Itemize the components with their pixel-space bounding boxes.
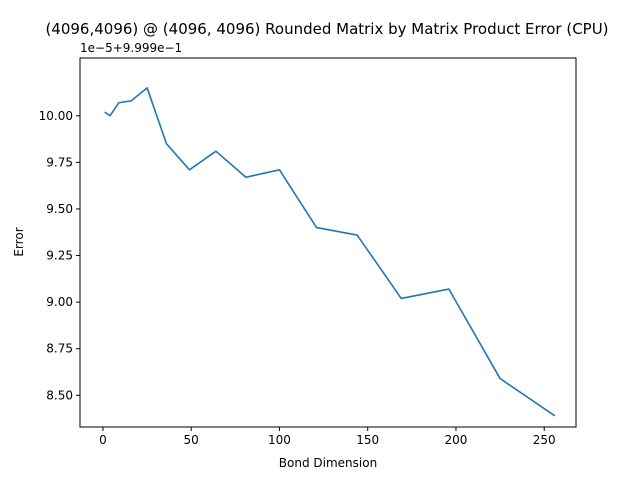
y-tick-label: 8.75	[46, 342, 73, 356]
x-tick-label: 250	[533, 433, 556, 447]
y-tick-label: 9.50	[46, 202, 73, 216]
x-tick-label: 0	[99, 433, 107, 447]
y-tick-label: 10.00	[39, 109, 73, 123]
y-tick-label: 8.50	[46, 388, 73, 402]
y-tick-label: 9.25	[46, 249, 73, 263]
x-axis-ticks: 0 50 100 150 200 250	[99, 427, 556, 447]
y-axis-ticks: 8.50 8.75 9.00 9.25 9.50 9.75 10.00	[39, 109, 80, 402]
y-tick-label: 9.75	[46, 155, 73, 169]
x-axis-label: Bond Dimension	[279, 456, 377, 470]
series-line-0	[104, 87, 556, 417]
chart-title: (4096,4096) @ (4096, 4096) Rounded Matri…	[45, 20, 608, 38]
x-tick-label: 100	[268, 433, 291, 447]
x-tick-label: 50	[184, 433, 199, 447]
y-offset-label: 1e−5+9.999e−1	[80, 41, 182, 55]
plot-frame	[79, 57, 577, 428]
series-group	[104, 87, 556, 417]
y-tick-label: 9.00	[46, 295, 73, 309]
x-tick-label: 200	[445, 433, 468, 447]
x-tick-label: 150	[356, 433, 379, 447]
y-axis-label: Error	[12, 227, 26, 256]
